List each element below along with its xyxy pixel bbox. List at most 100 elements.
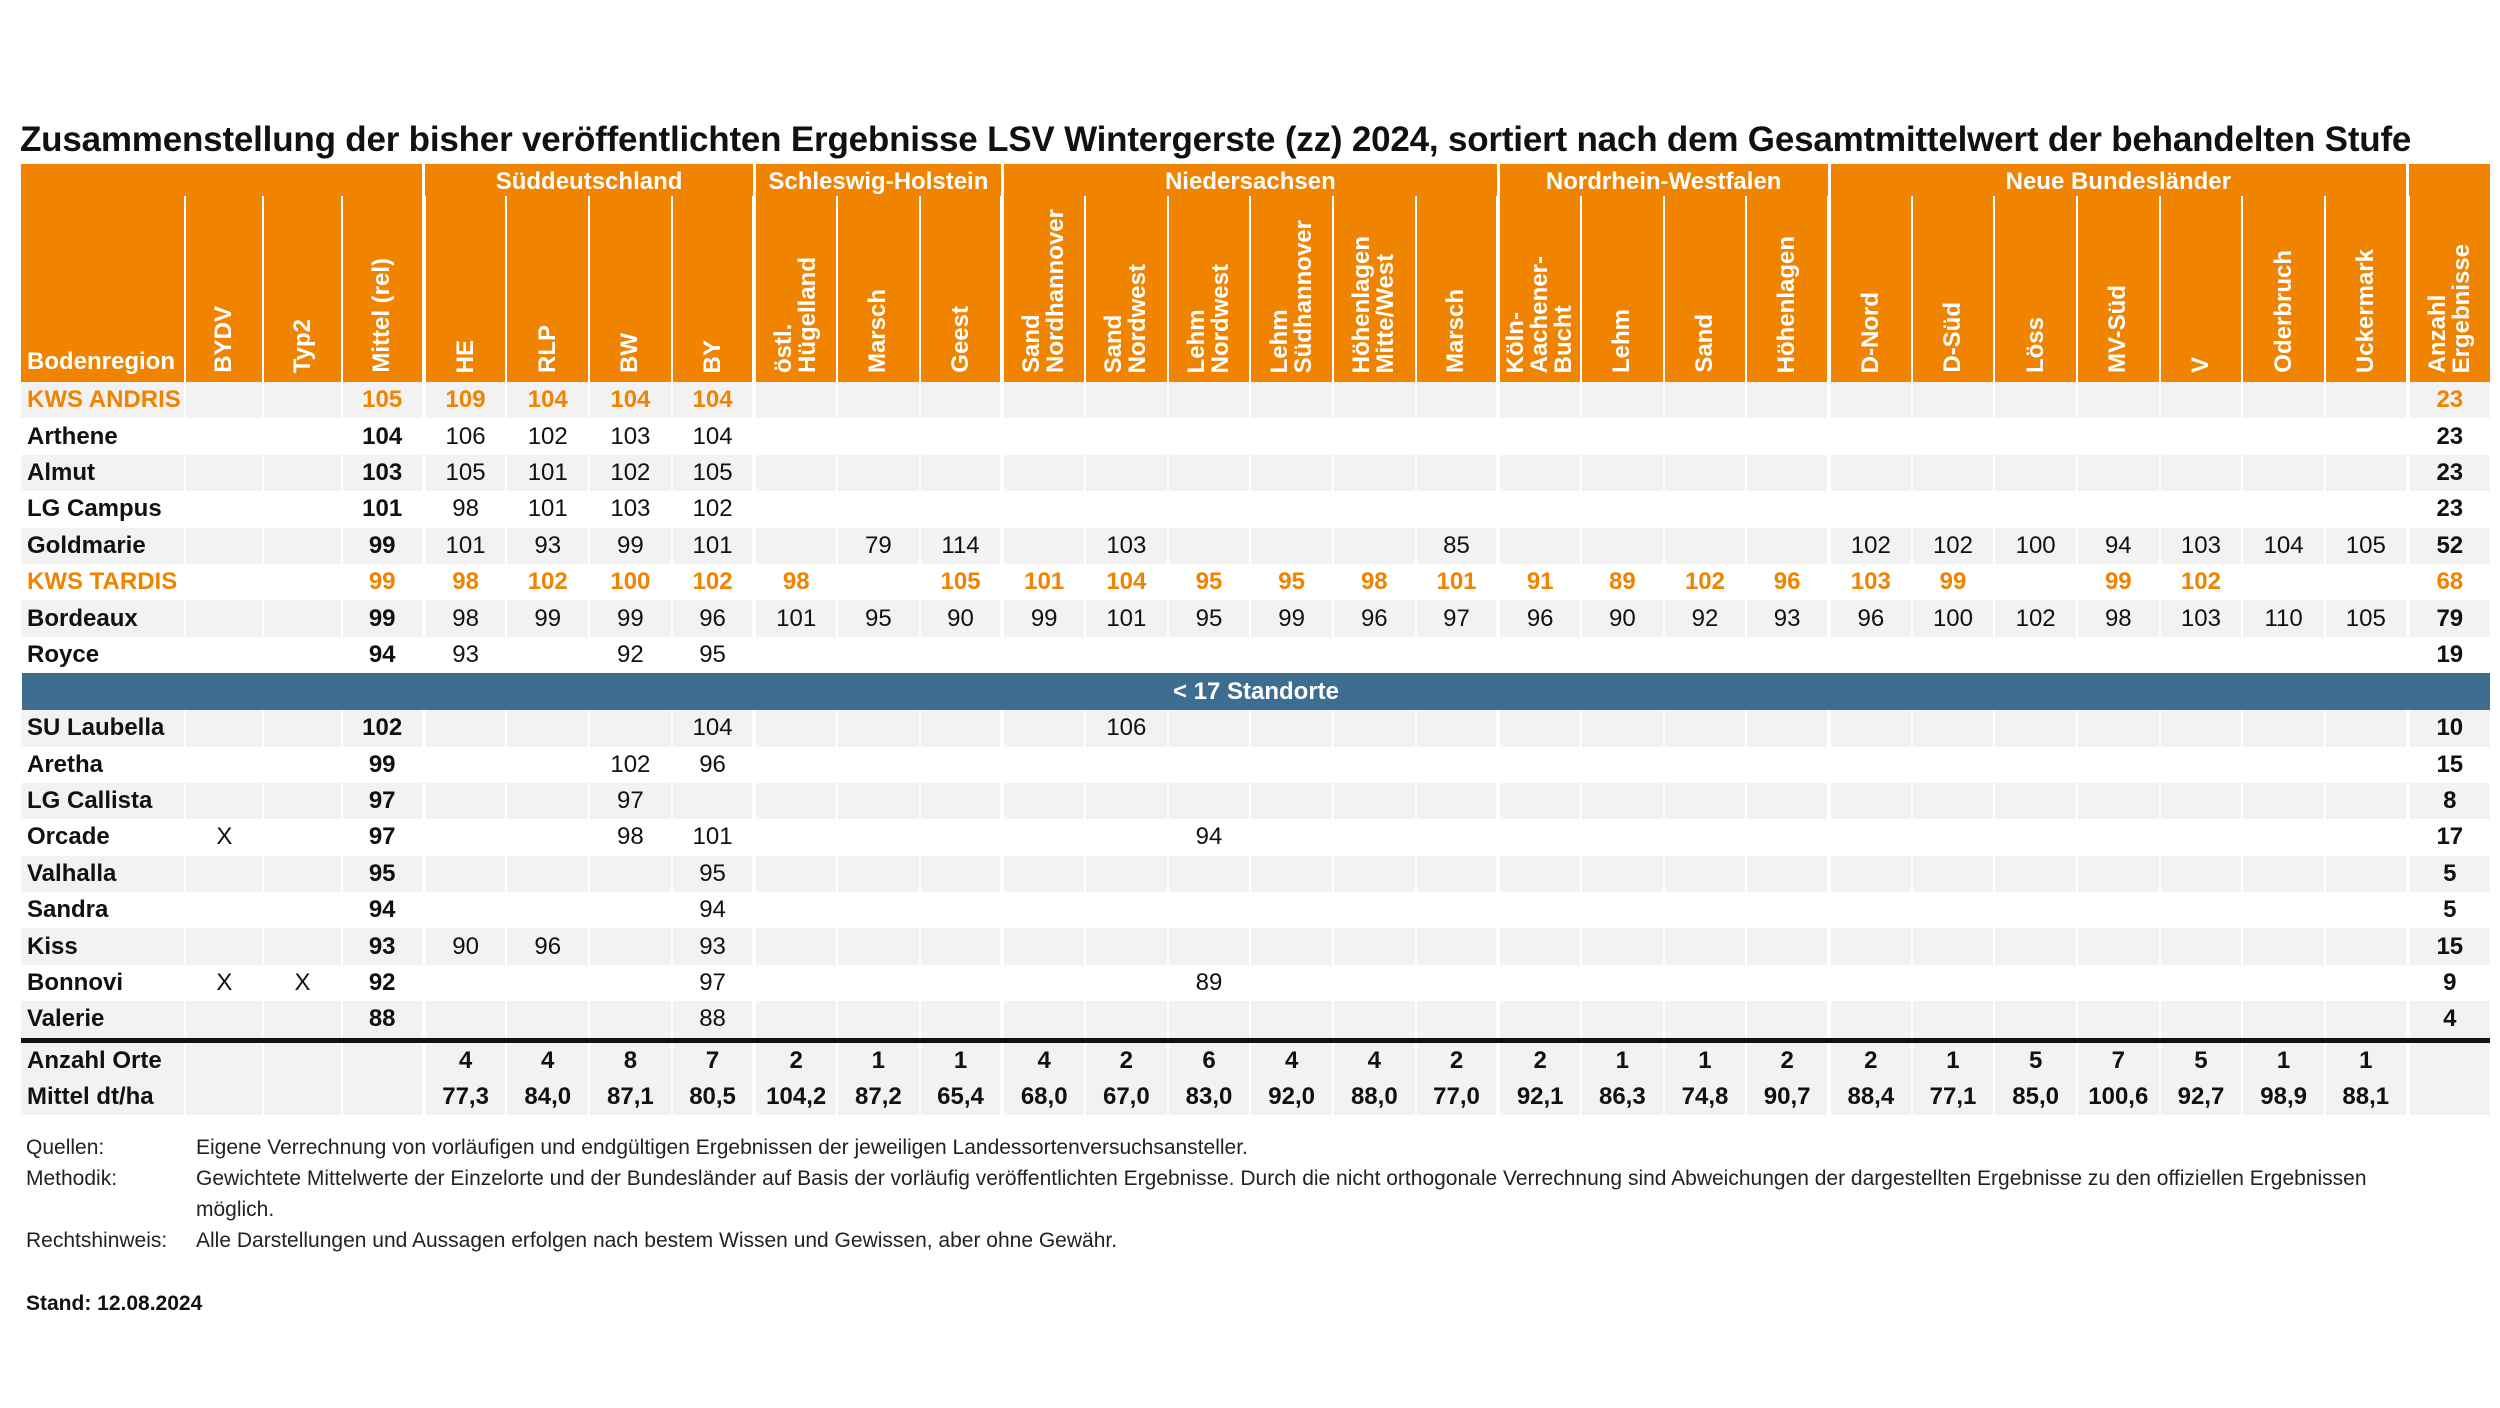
table-cell: 93	[421, 636, 507, 674]
table-cell	[1827, 382, 1912, 419]
table-cell: 89	[1166, 964, 1251, 1002]
table-row: Arthene 104 106 102 103 104 23	[21, 418, 2490, 455]
table-cell	[1166, 782, 1251, 820]
table-row: SU Laubella 102 104 106 10	[21, 710, 2490, 747]
table-cell	[1745, 527, 1829, 564]
summary-cell: 92,7	[2158, 1078, 2243, 1115]
table-cell	[1000, 527, 1086, 564]
table-cell	[1249, 1001, 1333, 1041]
table-cell	[1331, 928, 1416, 965]
table-cell	[2075, 964, 2160, 1002]
table-cell	[1580, 418, 1664, 455]
table-cell: 98	[588, 819, 672, 856]
table-cell: 23	[2405, 454, 2490, 492]
table-cell	[1580, 382, 1664, 419]
variety-name: Almut	[21, 454, 186, 492]
table-cell	[184, 892, 264, 929]
column-header-label: Lehm Südhannover	[1265, 219, 1317, 373]
table-cell	[2158, 782, 2243, 820]
table-cell	[1827, 1001, 1912, 1041]
table-row: LG Callista 97 97 8	[21, 782, 2490, 820]
separator-label: < 17 Standorte	[20, 673, 2490, 711]
table-cell	[262, 600, 342, 637]
table-cell	[1249, 928, 1333, 965]
table-cell	[1662, 527, 1747, 564]
table-cell	[1496, 418, 1581, 455]
table-row: Sandra 94 94 5	[21, 892, 2490, 929]
column-header-label: Uckermark	[2351, 248, 2379, 373]
table-cell	[1745, 636, 1829, 674]
table-cell: 98	[421, 563, 507, 601]
region-header: Niedersachsen	[1000, 164, 1499, 196]
table-cell: 99	[340, 527, 424, 564]
table-cell	[1249, 418, 1333, 455]
summary-cell: 2	[1745, 1037, 1829, 1079]
table-cell: 105	[918, 563, 1003, 601]
table-cell	[588, 1001, 672, 1041]
table-row: Valhalla 95 95 5	[21, 855, 2490, 893]
table-cell: 114	[918, 527, 1003, 564]
table-cell: 105	[2323, 527, 2408, 564]
table-cell	[588, 928, 672, 965]
table-cell: 103	[588, 418, 672, 455]
table-cell	[1496, 710, 1581, 747]
table-cell: 102	[588, 746, 672, 783]
table-cell	[1745, 928, 1829, 965]
summary-cell: 2	[752, 1037, 838, 1079]
table-cell	[184, 1001, 264, 1041]
table-cell: 102	[340, 710, 424, 747]
table-cell	[1580, 964, 1664, 1002]
table-cell: 96	[1496, 600, 1581, 637]
summary-cell	[262, 1037, 342, 1079]
table-cell	[1084, 382, 1168, 419]
table-cell: 105	[2323, 600, 2408, 637]
column-header: Lehm	[1580, 196, 1664, 382]
table-cell: 99	[340, 746, 424, 783]
table-cell: 104	[505, 382, 590, 419]
table-cell	[1331, 418, 1416, 455]
table-cell	[1249, 636, 1333, 674]
table-cell	[752, 892, 838, 929]
table-cell	[836, 782, 920, 820]
table-cell: X	[262, 964, 342, 1002]
table-cell: 98	[421, 600, 507, 637]
table-cell	[1331, 1001, 1416, 1041]
table-row: Royce 94 93 92 95 19	[21, 636, 2490, 674]
table-cell: 5	[2405, 892, 2490, 929]
table-cell	[752, 964, 838, 1002]
summary-cell: 1	[1662, 1037, 1747, 1079]
table-cell	[1910, 855, 1995, 893]
table-cell: 106	[421, 418, 507, 455]
table-cell: 102	[670, 563, 755, 601]
column-header: Sand Nordhannover	[1000, 196, 1086, 382]
table-cell	[2158, 746, 2243, 783]
table-cell	[2241, 563, 2325, 601]
table-cell	[836, 964, 920, 1002]
table-cell	[1331, 491, 1416, 528]
summary-cell: 90,7	[1745, 1078, 1829, 1115]
table-cell	[836, 855, 920, 893]
table-row: Bonnovi X X 92 97 89 9	[21, 964, 2490, 1002]
table-cell	[184, 563, 264, 601]
table-cell	[1993, 382, 2077, 419]
table-cell	[262, 855, 342, 893]
table-cell: 96	[670, 600, 755, 637]
table-cell	[1166, 710, 1251, 747]
table-cell	[1910, 964, 1995, 1002]
summary-cell	[340, 1037, 424, 1079]
table-cell	[1910, 491, 1995, 528]
table-cell	[918, 710, 1003, 747]
table-cell: 68	[2405, 563, 2490, 601]
table-cell	[1827, 418, 1912, 455]
table-cell	[1084, 746, 1168, 783]
table-cell	[1745, 491, 1829, 528]
summary-cell: 86,3	[1580, 1078, 1664, 1115]
table-cell	[1827, 746, 1912, 783]
summary-cell: 68,0	[1000, 1078, 1086, 1115]
table-cell	[262, 527, 342, 564]
region-header: Süddeutschland	[422, 164, 755, 196]
summary-cell: 1	[2241, 1037, 2325, 1079]
column-header: Löss	[1993, 196, 2077, 382]
table-cell	[918, 892, 1003, 929]
table-cell	[2241, 418, 2325, 455]
